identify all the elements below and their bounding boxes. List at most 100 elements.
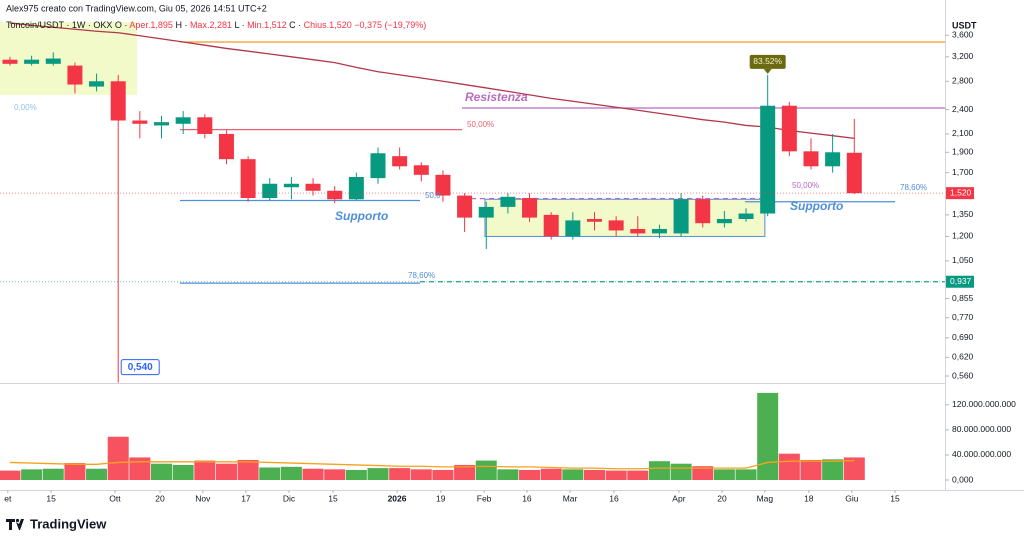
candle-body — [738, 213, 754, 219]
legend-item: Toncoin/USDT · 1W · OKX — [6, 20, 115, 30]
candle-body — [825, 152, 841, 167]
x-tick-label: Feb — [477, 493, 492, 503]
volume-bar — [64, 463, 86, 480]
x-tick-label: Mag — [757, 493, 774, 503]
candle-body — [240, 159, 256, 199]
volume-bar — [410, 469, 432, 480]
candle-body — [716, 218, 732, 224]
y-tick-label: 1,050 — [952, 255, 974, 265]
x-tick-label: 15 — [890, 493, 900, 503]
candle-body — [457, 195, 473, 218]
moving-average — [9, 22, 855, 140]
candle-body — [175, 117, 191, 124]
volume-tick-label: 120.000.000.000 — [952, 399, 1016, 409]
volume-bar — [800, 459, 822, 480]
x-tick-label: 16 — [609, 493, 619, 503]
volume-bar — [151, 463, 173, 480]
volume-tick-label: 80.000.000.000 — [952, 424, 1011, 434]
volume-bar — [605, 470, 627, 480]
volume-bar — [367, 468, 389, 480]
x-tick-label: Apr — [672, 493, 685, 503]
y-tick-label: 2,100 — [952, 128, 974, 138]
volume-bar — [389, 468, 411, 480]
volume-bar — [519, 469, 541, 480]
y-tick-label: 3,200 — [952, 51, 974, 61]
high-callout-label: 83.52% — [753, 56, 782, 66]
low-callout-label: 0,540 — [128, 362, 153, 373]
volume-bar — [757, 392, 779, 480]
candle-body — [803, 151, 819, 167]
price-tag — [946, 187, 974, 200]
legend-item: H · — [175, 20, 190, 30]
currency: USDT — [952, 20, 977, 30]
low-callout — [120, 359, 160, 376]
fib-label: 0,00% — [14, 103, 37, 112]
volume-bar — [86, 468, 108, 480]
price-pane — [2, 22, 862, 383]
volume-bar — [454, 464, 476, 480]
y-tick-label: 2,400 — [952, 104, 974, 114]
candle-body — [283, 183, 299, 188]
brand-logo — [6, 518, 24, 530]
candle-body — [673, 199, 689, 234]
candle-body — [262, 183, 278, 199]
candle-body — [781, 105, 797, 152]
legend-item: C · — [289, 20, 304, 30]
x-tick-label: 15 — [328, 493, 338, 503]
volume-bar — [259, 467, 281, 480]
y-tick-label: 0,770 — [952, 312, 974, 322]
fib-label: 78,60% — [900, 183, 927, 192]
legend-item: L · — [234, 20, 247, 30]
background-layer — [0, 22, 945, 284]
volume-bar — [475, 460, 497, 480]
candle-body — [586, 218, 602, 222]
x-tick-label: Dic — [283, 493, 296, 503]
y-tick-label: 1,200 — [952, 231, 974, 241]
x-tick-label: 19 — [436, 493, 446, 503]
volume-bar — [0, 470, 21, 480]
volume-bar — [345, 469, 367, 480]
volume-moving-average — [9, 459, 855, 470]
x-tick-label: Nov — [195, 493, 211, 503]
y-tick-label: 3,600 — [952, 29, 974, 39]
candle-body — [500, 196, 516, 207]
candle-body — [110, 81, 126, 121]
candle-body — [327, 190, 343, 200]
y-tick-label: 1,900 — [952, 147, 974, 157]
candle-body — [132, 120, 148, 124]
x-tick-label: 16 — [522, 493, 532, 503]
fib-label: 50,00% — [467, 120, 494, 129]
candle-body — [846, 152, 862, 194]
resistance-label: Resistenza — [465, 90, 528, 104]
candle-body — [392, 156, 408, 167]
volume-bar — [280, 466, 302, 480]
volume-tick-label: 40.000.000.000 — [952, 449, 1011, 459]
candle-body — [154, 122, 170, 126]
candle-body — [218, 133, 234, 160]
y-tick-label: 1,350 — [952, 209, 974, 219]
x-tick-label: Giu — [845, 493, 859, 503]
x-tick-label: Ott — [109, 493, 121, 503]
price-tag — [946, 275, 974, 288]
candle-body — [760, 105, 776, 214]
volume-bar — [692, 466, 714, 480]
legend-item: Max.2,281 — [190, 20, 235, 30]
volume-bar — [42, 468, 64, 480]
candle-body — [695, 199, 711, 224]
price-tag-label: 1,520 — [950, 187, 972, 197]
y-tick-label: 0,855 — [952, 293, 974, 303]
volume-bar — [648, 461, 670, 480]
candle-body — [197, 117, 213, 134]
volume-bar — [237, 459, 259, 480]
y-tick-label: 0,560 — [952, 370, 974, 380]
y-tick-label: 0,690 — [952, 332, 974, 342]
high-callout-pointer — [763, 68, 772, 74]
legend-item: Aper.1,895 — [129, 20, 175, 30]
y-tick-label: 1,700 — [952, 167, 974, 177]
candle-body — [67, 65, 83, 85]
y-tick-label: 0,620 — [952, 352, 974, 362]
candle-body — [24, 59, 40, 64]
volume-bar — [735, 469, 757, 480]
volume-bar — [302, 468, 324, 480]
